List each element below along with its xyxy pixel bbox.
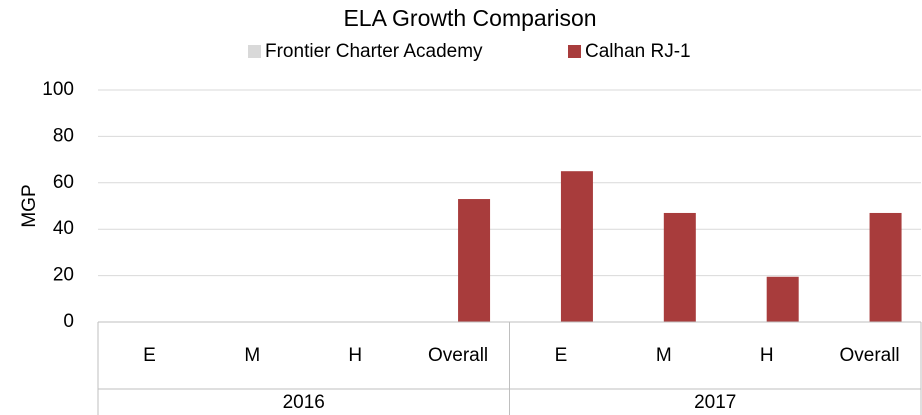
bar xyxy=(560,171,593,322)
bar xyxy=(663,212,696,322)
bar xyxy=(458,199,491,322)
bar xyxy=(869,212,902,322)
group-label: 2016 xyxy=(283,392,325,413)
x-tick-label: E xyxy=(555,345,568,366)
y-tick-label: 20 xyxy=(53,265,74,286)
x-tick-label: M xyxy=(244,345,260,366)
y-tick-label: 0 xyxy=(63,311,74,332)
legend-swatch xyxy=(248,45,261,58)
legend-label: Frontier Charter Academy xyxy=(265,41,483,62)
x-tick-label: M xyxy=(656,345,672,366)
x-tick-label: H xyxy=(760,345,774,366)
y-tick-label: 40 xyxy=(53,218,74,239)
bar xyxy=(766,276,799,322)
x-tick-label: Overall xyxy=(839,345,899,366)
legend-swatch xyxy=(568,45,581,58)
x-tick-label: Overall xyxy=(428,345,488,366)
y-tick-label: 60 xyxy=(53,172,74,193)
y-axis-label: MGP xyxy=(19,184,40,227)
legend-label: Calhan RJ-1 xyxy=(585,41,691,62)
y-tick-label: 100 xyxy=(42,79,74,100)
x-tick-label: E xyxy=(143,345,156,366)
chart-title: ELA Growth Comparison xyxy=(343,5,596,31)
group-label: 2017 xyxy=(694,392,736,413)
x-tick-label: H xyxy=(348,345,362,366)
y-tick-label: 80 xyxy=(53,125,74,146)
